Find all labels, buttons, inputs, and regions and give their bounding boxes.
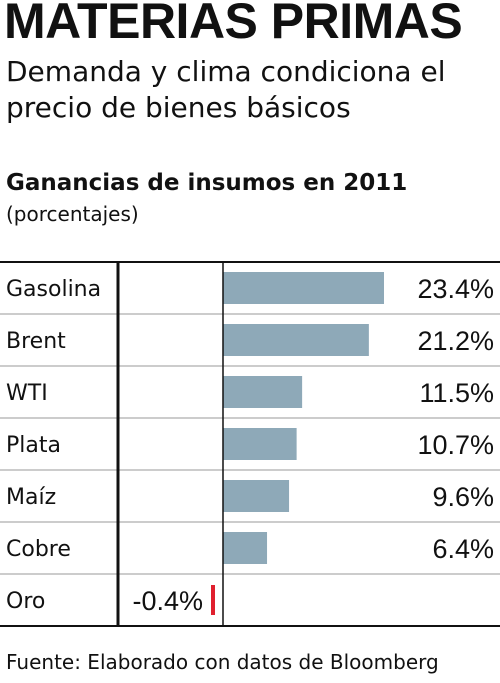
category-label: Cobre (6, 537, 71, 562)
category-label: Maíz (6, 485, 56, 510)
source-note: Fuente: Elaborado con datos de Bloomberg (6, 650, 439, 674)
category-label: WTI (6, 381, 48, 406)
bar (223, 272, 384, 304)
chart-title: Ganancias de insumos en 2011 (6, 170, 408, 196)
category-label: Brent (6, 329, 66, 354)
headline: MATERIAS PRIMAS (4, 0, 463, 49)
value-label: 23.4% (417, 274, 494, 304)
bar (223, 428, 297, 460)
bar-chart: Gasolina 23.4% Brent 21.2% WTI 11.5% Plata 10.7… (0, 261, 500, 627)
value-label: 10.7% (417, 430, 494, 460)
value-label: -0.4% (132, 586, 203, 616)
bar (223, 480, 290, 512)
value-label: 6.4% (432, 534, 494, 564)
category-label: Gasolina (6, 277, 101, 302)
subtitle: Demanda y clima condiciona el precio de … (6, 55, 446, 124)
value-label: 21.2% (417, 326, 494, 356)
chart-unit-label: (porcentajes) (6, 202, 139, 226)
bar (211, 585, 215, 615)
category-label: Oro (6, 589, 45, 614)
bar (223, 324, 369, 356)
bar (223, 376, 303, 408)
value-label: 9.6% (432, 482, 494, 512)
bar (223, 532, 268, 564)
value-label: 11.5% (419, 378, 494, 408)
chart-rows: Gasolina 23.4% Brent 21.2% WTI 11.5% Plata 10.7… (0, 272, 500, 616)
category-label: Plata (6, 433, 61, 458)
